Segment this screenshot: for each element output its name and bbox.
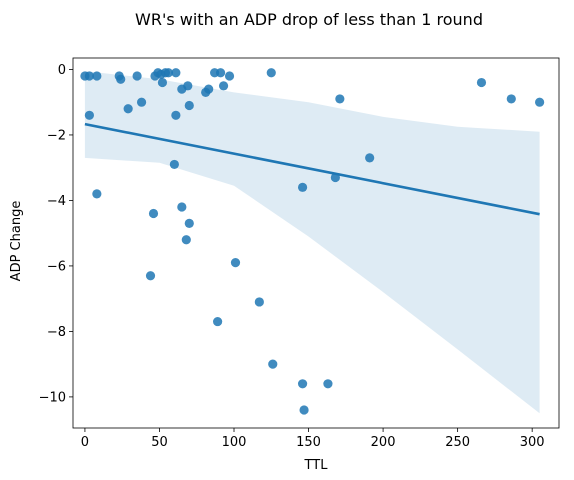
data-point [183,81,193,91]
data-point [215,68,226,78]
data-point [224,71,235,81]
data-point [335,94,345,104]
chart-title: WR's with an ADP drop of less than 1 rou… [135,10,483,29]
data-point [297,379,308,389]
data-point [136,97,147,107]
x-tick-label: 150 [296,435,321,450]
data-point [171,110,181,120]
data-point [84,71,94,81]
data-point [169,159,179,170]
data-point [116,74,126,84]
data-point [92,189,102,199]
x-tick-label: 250 [445,435,470,450]
data-point [299,405,309,415]
x-axis-ticks: 0 50 100 150 200 250 300 [81,428,545,450]
data-point [92,71,102,81]
data-point [204,84,214,94]
data-point [181,235,191,245]
data-point [177,202,187,212]
data-point [230,258,241,268]
data-point [163,68,174,78]
data-point [476,77,487,88]
data-point [157,77,168,88]
data-point [184,100,194,111]
data-point [148,208,159,219]
regression-line [84,122,540,216]
x-tick-label: 300 [520,435,545,450]
x-tick-label: 50 [151,435,168,450]
data-point [123,104,133,114]
y-tick-label: −4 [47,194,66,209]
data-point [297,182,308,192]
data-point [254,297,264,307]
data-point [365,153,375,163]
y-axis-ticks: 0 −2 −4 −6 −8 −10 [39,63,73,405]
data-point [84,110,94,120]
y-tick-label: −8 [47,325,66,340]
y-tick-label: 0 [58,63,66,78]
data-point [213,316,223,327]
y-tick-label: −10 [39,390,66,405]
regression-line-layer [84,122,540,216]
data-point [330,172,340,183]
y-tick-label: −6 [47,259,66,274]
data-point [132,71,142,81]
y-axis-label: ADP Change [9,201,24,282]
scatter-points-layer [80,68,545,415]
confidence-band-layer [84,71,540,414]
x-tick-label: 200 [371,435,396,450]
data-point [145,271,156,281]
x-tick-label: 100 [222,435,247,450]
data-point [323,379,333,389]
y-tick-label: −2 [47,128,66,143]
data-point [184,218,194,228]
data-point [535,97,545,107]
x-axis-label: TTL [304,458,329,473]
confidence-band [84,71,540,414]
data-point [218,81,229,91]
data-point [506,94,516,104]
data-point [266,68,276,78]
x-tick-label: 0 [81,435,89,450]
data-point [268,359,278,369]
data-point [171,68,181,78]
plot-area-frame [72,57,560,429]
